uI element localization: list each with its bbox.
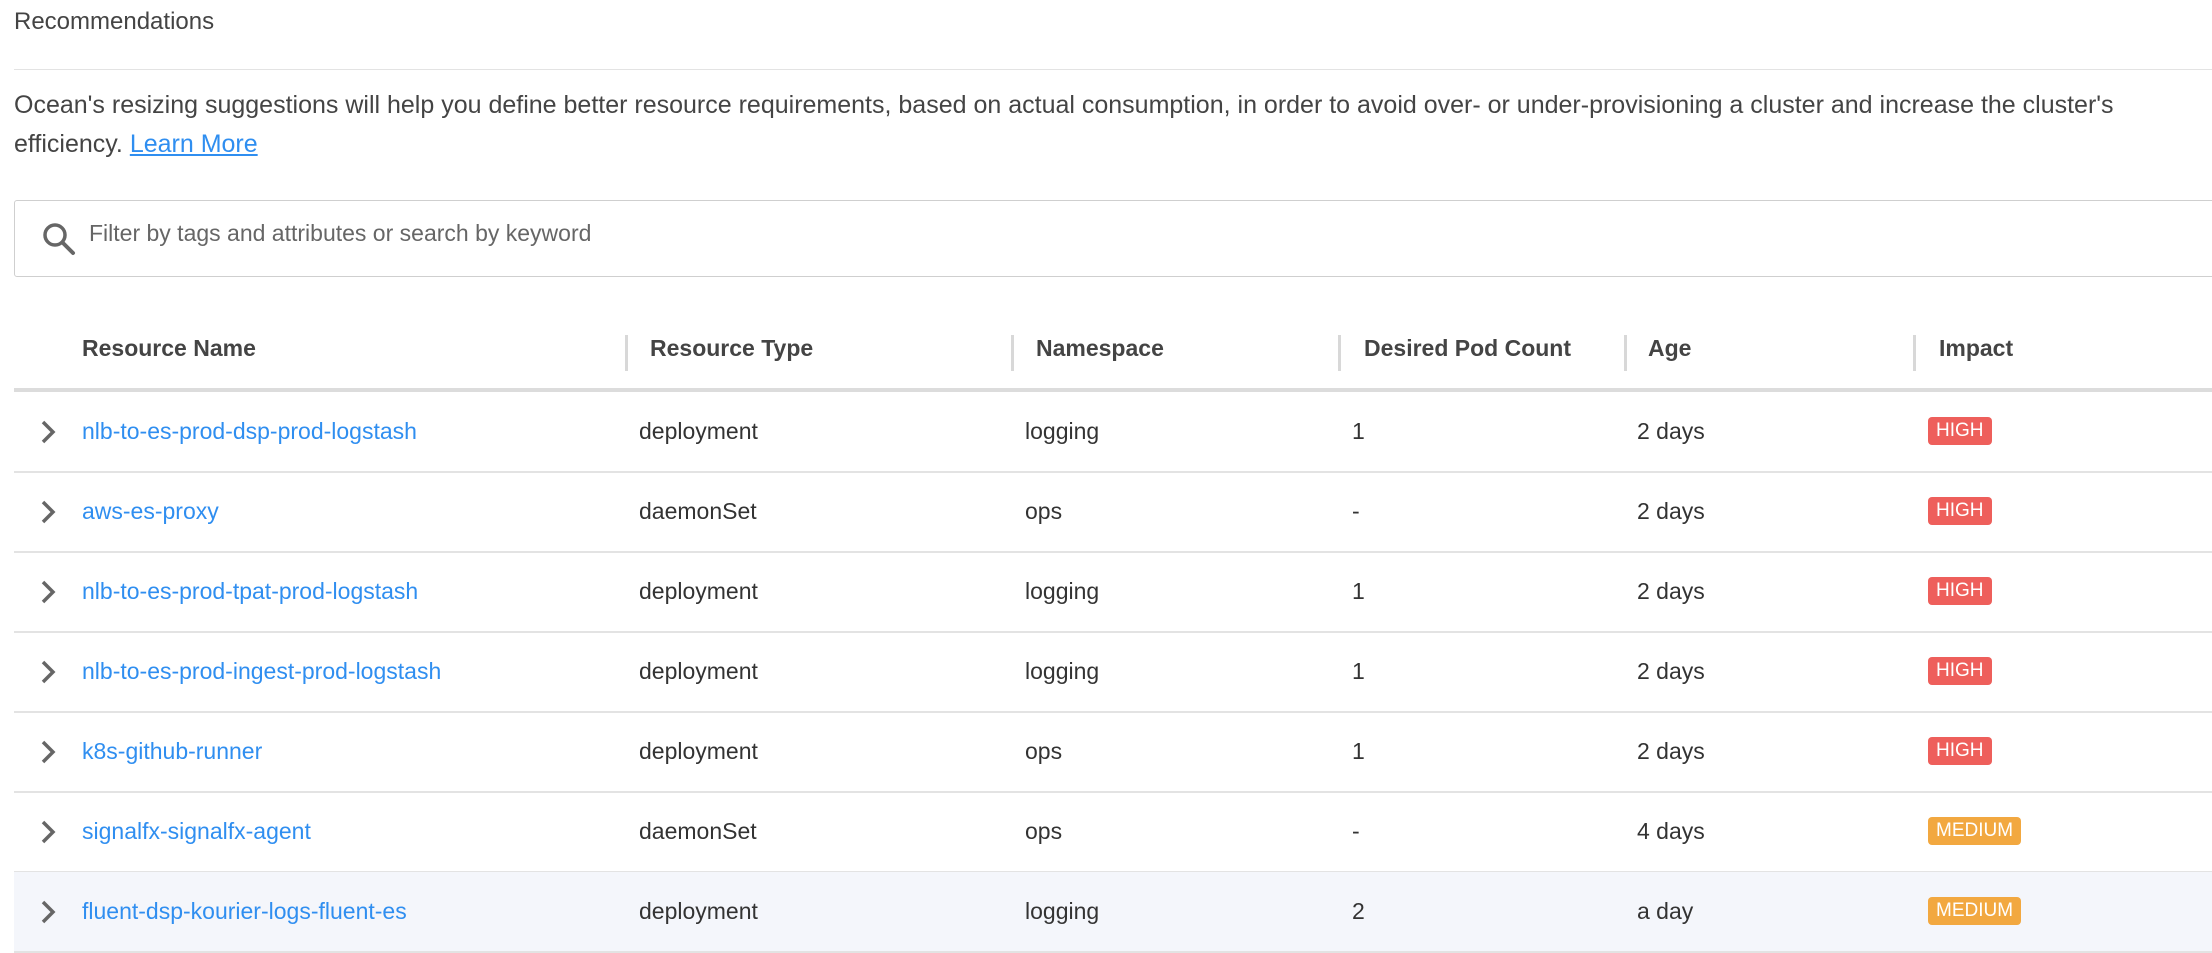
description-text: Ocean's resizing suggestions will help y…: [14, 91, 2114, 158]
column-separator[interactable]: [1624, 335, 1627, 371]
resource-type: deployment: [639, 658, 758, 684]
age: 4 days: [1637, 818, 1705, 844]
namespace: ops: [1025, 818, 1063, 844]
chevron-right-icon[interactable]: [40, 579, 56, 605]
namespace: logging: [1025, 418, 1100, 444]
column-header-impact[interactable]: Impact: [1939, 335, 2014, 361]
table-row[interactable]: signalfx-signalfx-agent daemonSet ops - 4 da…: [14, 792, 2212, 873]
chevron-right-icon[interactable]: [40, 499, 56, 525]
search-icon: [43, 223, 75, 255]
namespace: ops: [1025, 738, 1063, 764]
column-header-namespace[interactable]: Namespace: [1036, 335, 1164, 361]
resource-type: deployment: [639, 898, 758, 924]
namespace: logging: [1025, 898, 1100, 924]
column-header-desired-pod-count[interactable]: Desired Pod Count: [1364, 335, 1572, 361]
column-header-resource-type[interactable]: Resource Type: [650, 335, 814, 361]
desired-pod-count: -: [1352, 498, 1360, 524]
chevron-right-icon[interactable]: [40, 419, 56, 445]
desired-pod-count: 1: [1352, 738, 1365, 764]
chevron-right-icon[interactable]: [40, 659, 56, 685]
table-header: Resource Name Resource Type Namespace De…: [14, 313, 2212, 392]
age: 2 days: [1637, 498, 1705, 524]
search-input[interactable]: [87, 219, 1891, 248]
resource-type: daemonSet: [639, 818, 757, 844]
chevron-right-icon[interactable]: [40, 819, 56, 845]
column-header-resource-name[interactable]: Resource Name: [82, 335, 256, 361]
column-separator[interactable]: [1913, 335, 1916, 371]
impact-badge: MEDIUM: [1928, 817, 2022, 845]
desired-pod-count: 1: [1352, 658, 1365, 684]
age: 2 days: [1637, 418, 1705, 444]
table-row[interactable]: k8s-github-runner deployment ops 1 2 days HIG…: [14, 712, 2212, 793]
resource-name-link[interactable]: signalfx-signalfx-agent: [82, 818, 311, 844]
age: 2 days: [1637, 738, 1705, 764]
column-separator[interactable]: [1338, 335, 1341, 371]
table-row[interactable]: nlb-to-es-prod-ingest-prod-logstash deplo…: [14, 632, 2212, 713]
column-separator[interactable]: [625, 335, 628, 371]
age: 2 days: [1637, 578, 1705, 604]
learn-more-link[interactable]: Learn More: [129, 130, 258, 158]
table-row[interactable]: aws-es-proxy daemonSet ops - 2 days HIGH: [14, 472, 2212, 553]
desired-pod-count: -: [1352, 818, 1360, 844]
impact-badge: HIGH: [1928, 737, 1992, 765]
age: a day: [1637, 898, 1694, 924]
resource-type: daemonSet: [639, 498, 757, 524]
namespace: logging: [1025, 658, 1100, 684]
table-row[interactable]: nlb-to-es-prod-tpat-prod-logstash deploym…: [14, 552, 2212, 633]
resource-type: deployment: [639, 418, 758, 444]
search-box[interactable]: [14, 200, 2212, 277]
column-separator[interactable]: [1011, 335, 1014, 371]
desired-pod-count: 1: [1352, 578, 1365, 604]
divider: [14, 69, 2212, 70]
resource-type: deployment: [639, 578, 758, 604]
resource-type: deployment: [639, 738, 758, 764]
resource-name-link[interactable]: nlb-to-es-prod-tpat-prod-logstash: [82, 578, 419, 604]
page-title: Recommendations: [14, 8, 215, 35]
resource-name-link[interactable]: fluent-dsp-kourier-logs-fluent-es: [82, 898, 407, 924]
chevron-right-icon[interactable]: [40, 739, 56, 765]
impact-badge: HIGH: [1928, 417, 1992, 445]
impact-badge: MEDIUM: [1928, 897, 2022, 925]
impact-badge: HIGH: [1928, 577, 1992, 605]
namespace: logging: [1025, 578, 1100, 604]
table-row[interactable]: nlb-to-es-prod-dsp-prod-logstash deployme…: [14, 392, 2212, 473]
resource-name-link[interactable]: k8s-github-runner: [82, 738, 263, 764]
description: Ocean's resizing suggestions will help y…: [14, 86, 2204, 164]
namespace: ops: [1025, 498, 1063, 524]
impact-badge: HIGH: [1928, 497, 1992, 525]
table-row[interactable]: fluent-dsp-kourier-logs-fluent-es deploym…: [14, 872, 2212, 953]
resource-name-link[interactable]: nlb-to-es-prod-ingest-prod-logstash: [82, 658, 442, 684]
desired-pod-count: 1: [1352, 418, 1365, 444]
chevron-right-icon[interactable]: [40, 899, 56, 925]
resource-name-link[interactable]: nlb-to-es-prod-dsp-prod-logstash: [82, 418, 417, 444]
impact-badge: HIGH: [1928, 657, 1992, 685]
age: 2 days: [1637, 658, 1705, 684]
resource-name-link[interactable]: aws-es-proxy: [82, 498, 219, 524]
column-header-age[interactable]: Age: [1648, 335, 1692, 361]
desired-pod-count: 2: [1352, 898, 1365, 924]
